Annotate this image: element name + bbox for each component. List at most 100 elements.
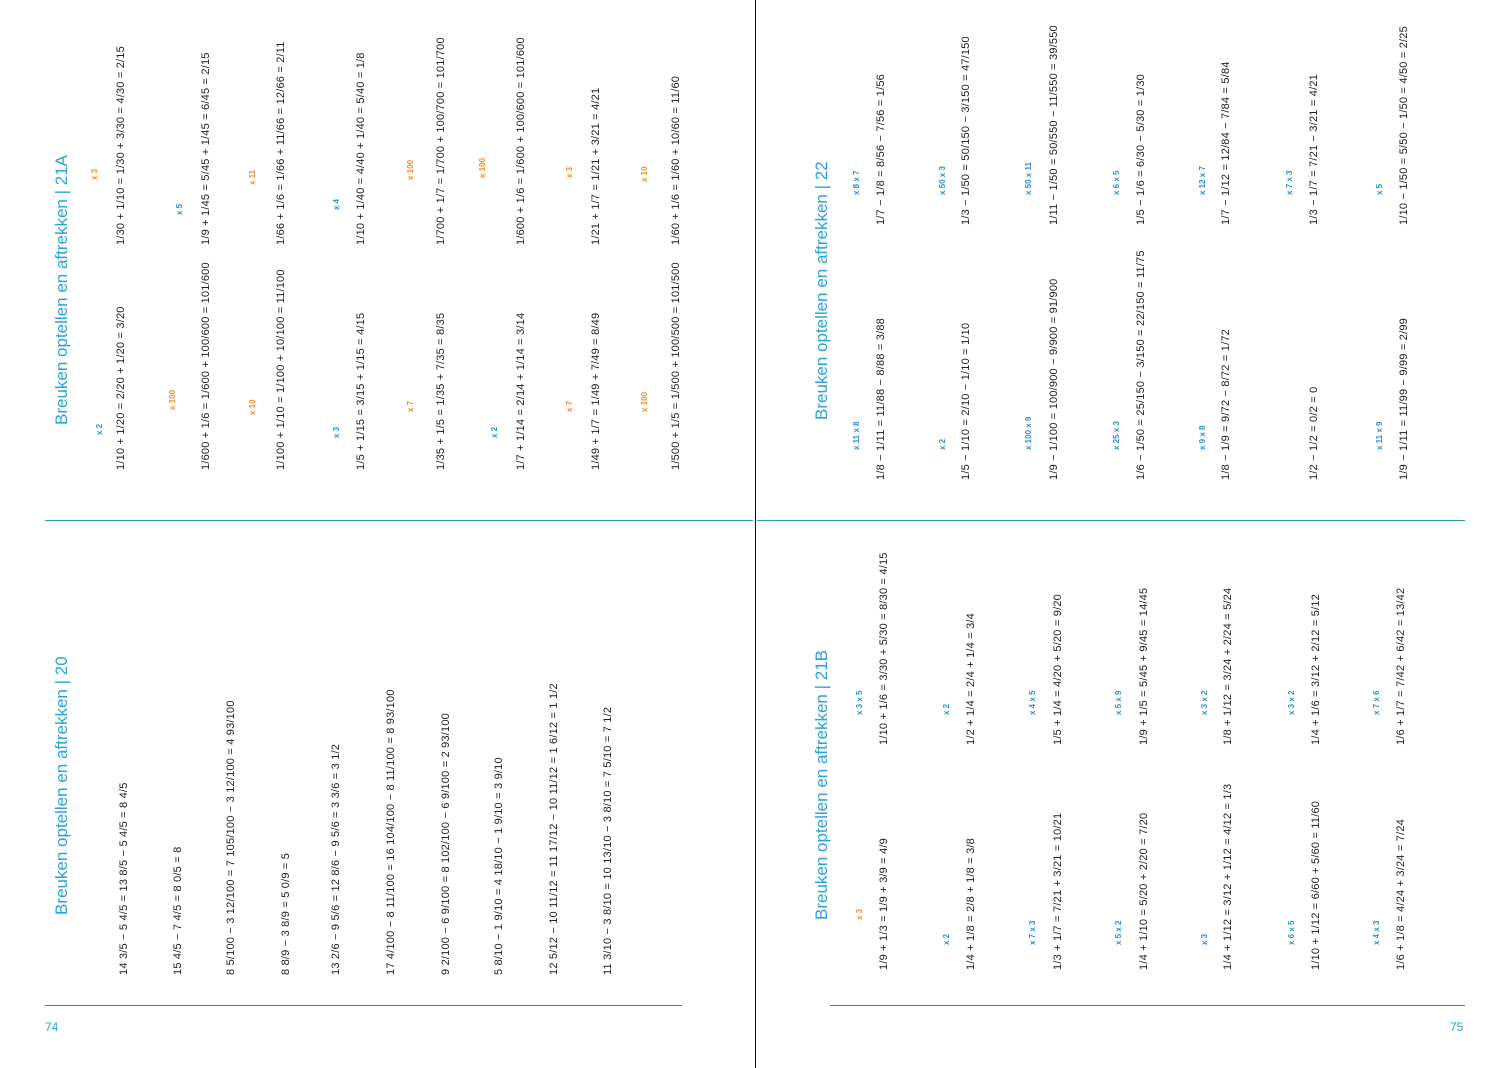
exercise-21B-top-1: 1/10 + 1/6 = 3/30 + 5/30 = 8/30 = 4/15 <box>878 552 890 745</box>
exercise-22-top-6: 1/3 − 1/7 = 7/21 − 3/21 = 4/21 <box>1308 74 1320 225</box>
multiplier-21B-top-4: x 5 x 9 <box>1114 690 1123 715</box>
multiplier-21B-top-1: x 3 x 5 <box>855 690 864 715</box>
exercise-21A-top-4: 1/10 + 1/40 = 4/40 + 1/40 = 5/40 = 1/8 <box>355 52 367 245</box>
page-gutter <box>755 0 756 1068</box>
quadrant-divider-left <box>45 520 753 521</box>
exercise-21B-bottom-5: 1/4 + 1/12 = 3/12 + 1/12 = 4/12 = 1/3 <box>1222 783 1234 970</box>
exercise-22-top-2: 1/3 − 1/50 = 50/150 − 3/150 = 47/150 <box>960 36 972 225</box>
multiplier-21B-top-7: x 7 x 6 <box>1372 690 1381 715</box>
exercise-21A-top-7: 1/21 + 1/7 = 1/21 + 3/21 = 4/21 <box>590 87 602 245</box>
multiplier-21B-top-2: x 2 <box>942 703 951 715</box>
multiplier-21A-bottom-3: x 10 <box>248 399 257 415</box>
exercise-22-top-3: 1/11 − 1/50 = 50/550 − 11/550 = 39/550 <box>1048 25 1060 225</box>
multiplier-22-bottom-3: x 100 x 9 <box>1024 416 1033 450</box>
exercise-21B-bottom-7: 1/6 + 1/8 = 4/24 + 3/24 = 7/24 <box>1395 819 1407 970</box>
exercise-21A-bottom-5: 1/35 + 1/5 = 1/35 + 7/35 = 8/35 <box>435 312 447 470</box>
exercise-21A-bottom-1: 1/10 + 1/20 = 2/20 + 1/20 = 3/20 <box>115 306 127 470</box>
exercise-22-bottom-7: 1/9 − 1/11 = 11/99 − 9/99 = 2/99 <box>1398 318 1410 480</box>
multiplier-21B-top-3: x 4 x 5 <box>1028 690 1037 715</box>
page-number-left: 74 <box>45 1020 59 1034</box>
exercise-20-1: 14 3/5 − 5 4/5 = 13 8/5 − 5 4/5 = 8 4/5 <box>118 782 130 975</box>
exercise-21B-bottom-4: 1/4 + 1/10 = 5/20 + 2/20 = 7/20 <box>1138 812 1150 970</box>
exercise-20-8: 5 8/10 − 1 9/10 = 4 18/10 − 1 9/10 = 3 9… <box>493 757 505 975</box>
exercise-21B-bottom-2: 1/4 + 1/8 = 2/8 + 1/8 = 3/8 <box>965 837 977 970</box>
multiplier-22-top-2: x 50 x 3 <box>938 166 947 195</box>
exercise-20-7: 9 2/100 − 6 9/100 = 8 102/100 − 6 9/100 … <box>440 712 452 975</box>
multiplier-21A-top-1: x 3 <box>90 168 99 180</box>
multiplier-21A-bottom-5: x 7 <box>406 400 415 412</box>
multiplier-21A-top-3: x 11 <box>248 169 257 185</box>
exercise-21B-top-4: 1/9 + 1/5 = 5/45 + 9/45 = 14/45 <box>1138 587 1150 745</box>
multiplier-21B-bottom-2: x 2 <box>942 933 951 945</box>
exercise-21A-bottom-7: 1/49 + 1/7 = 1/49 + 7/49 = 8/49 <box>590 312 602 470</box>
multiplier-22-top-3: x 50 x 11 <box>1024 162 1033 195</box>
multiplier-21B-bottom-7: x 4 x 3 <box>1372 920 1381 945</box>
exercise-22-bottom-1: 1/8 − 1/11 = 11/88 − 8/88 = 3/88 <box>875 318 887 480</box>
multiplier-21A-bottom-6: x 2 <box>490 426 499 438</box>
exercise-21A-bottom-8: 1/500 + 1/5 = 1/500 + 100/500 = 101/500 <box>670 262 682 470</box>
exercise-21B-top-3: 1/5 + 1/4 = 4/20 + 5/20 = 9/20 <box>1052 594 1064 745</box>
multiplier-22-top-1: x 8 x 7 <box>852 170 861 195</box>
multiplier-21B-bottom-1: x 3 <box>855 908 864 920</box>
section-title-22: Breuken optellen en aftrekken | 22 <box>812 161 831 420</box>
exercise-21B-top-5: 1/8 + 1/12 = 3/24 + 2/24 = 5/24 <box>1222 587 1234 745</box>
exercise-22-bottom-3: 1/9 − 1/100 = 100/900 − 9/900 = 91/900 <box>1048 278 1060 481</box>
multiplier-22-bottom-2: x 2 <box>938 438 947 450</box>
exercise-21B-bottom-3: 1/3 + 1/7 = 7/21 + 3/21 = 10/21 <box>1052 812 1064 970</box>
quadrant-divider-right <box>757 520 1465 521</box>
exercise-21B-bottom-1: 1/9 + 1/3 = 1/9 + 3/9 = 4/9 <box>878 837 890 970</box>
exercise-21B-top-7: 1/6 + 1/7 = 7/42 + 6/42 = 13/42 <box>1395 587 1407 745</box>
exercise-22-bottom-6: 1/2 − 1/2 = 0/2 = 0 <box>1308 386 1320 480</box>
multiplier-22-top-5: x 12 x 7 <box>1198 166 1207 195</box>
multiplier-21B-bottom-3: x 7 x 3 <box>1028 920 1037 945</box>
multiplier-22-bottom-7: x 11 x 9 <box>1375 421 1384 450</box>
exercise-20-5: 13 2/6 − 9 5/6 = 12 8/6 − 9 5/6 = 3 3/6 … <box>330 743 342 975</box>
exercise-22-bottom-4: 1/6 − 1/50 = 25/150 − 3/150 = 22/150 = 1… <box>1135 250 1147 480</box>
multiplier-22-bottom-1: x 11 x 8 <box>852 421 861 450</box>
section-title-21B: Breuken optellen en aftrekken | 21B <box>812 650 831 920</box>
footer-rule-right <box>830 1005 1465 1006</box>
page-number-right: 75 <box>1450 1020 1464 1034</box>
exercise-21A-top-5: 1/700 + 1/7 = 1/700 + 100/700 = 101/700 <box>435 37 447 245</box>
exercise-22-top-7: 1/10 − 1/50 = 5/50 − 1/50 = 4/50 = 2/25 <box>1398 26 1410 225</box>
multiplier-22-bottom-5: x 9 x 8 <box>1198 425 1207 450</box>
exercise-22-top-4: 1/5 − 1/6 = 6/30 − 5/30 = 1/30 <box>1135 74 1147 225</box>
footer-rule-left <box>45 1005 682 1006</box>
multiplier-21B-top-6: x 3 x 2 <box>1287 690 1296 715</box>
exercise-21A-bottom-4: 1/5 + 1/15 = 3/15 + 1/15 = 4/15 <box>355 312 367 470</box>
exercise-21A-top-3: 1/66 + 1/6 = 1/66 + 11/66 = 12/66 = 2/11 <box>275 41 287 245</box>
multiplier-21A-top-8: x 10 <box>640 166 649 182</box>
multiplier-21A-top-7: x 3 <box>565 166 574 178</box>
multiplier-22-top-4: x 6 x 5 <box>1112 170 1121 195</box>
multiplier-21A-bottom-1: x 2 <box>95 423 104 435</box>
multiplier-21A-bottom-7: x 7 <box>565 400 574 412</box>
exercise-20-9: 12 5/12 − 10 11/12 = 11 17/12 − 10 11/12… <box>548 683 560 975</box>
multiplier-21A-top-6: x 100 <box>478 157 487 178</box>
multiplier-21A-bottom-2: x 100 <box>168 389 177 410</box>
exercise-20-3: 8 5/100 − 3 12/100 = 7 105/100 − 3 12/10… <box>225 700 237 975</box>
multiplier-22-top-7: x 5 <box>1375 183 1384 195</box>
multiplier-21B-bottom-6: x 6 x 5 <box>1287 920 1296 945</box>
exercise-22-top-5: 1/7 − 1/12 = 12/84 − 7/84 = 5/84 <box>1220 61 1232 225</box>
exercise-20-10: 11 3/10 − 3 8/10 = 10 13/10 − 3 8/10 = 7… <box>602 706 614 975</box>
multiplier-21A-top-4: x 4 <box>332 198 341 210</box>
multiplier-21B-top-5: x 3 x 2 <box>1200 690 1209 715</box>
exercise-21A-top-8: 1/60 + 1/6 = 1/60 + 10/60 = 11/60 <box>670 75 682 245</box>
exercise-21B-top-6: 1/4 + 1/6 = 3/12 + 2/12 = 5/12 <box>1310 594 1322 745</box>
exercise-20-2: 15 4/5 − 7 4/5 = 8 0/5 = 8 <box>172 846 184 975</box>
exercise-21A-bottom-2: 1/600 + 1/6 = 1/600 + 100/600 = 101/600 <box>200 262 212 470</box>
exercise-20-6: 17 4/100 − 8 11/100 = 16 104/100 − 8 11/… <box>385 689 397 975</box>
exercise-21B-top-2: 1/2 + 1/4 = 2/4 + 1/4 = 3/4 <box>965 612 977 745</box>
exercise-22-bottom-5: 1/8 − 1/9 = 9/72 − 8/72 = 1/72 <box>1220 329 1232 480</box>
section-title-20: Breuken optellen en aftrekken | 20 <box>52 656 71 915</box>
exercise-21B-bottom-6: 1/10 + 1/12 = 6/60 + 5/60 = 11/60 <box>1310 800 1322 970</box>
exercise-22-bottom-2: 1/5 − 1/10 = 2/10 − 1/10 = 1/10 <box>960 322 972 480</box>
multiplier-21B-bottom-4: x 5 x 2 <box>1114 920 1123 945</box>
multiplier-21A-bottom-8: x 100 <box>640 391 649 412</box>
multiplier-21B-bottom-5: x 3 <box>1200 933 1209 945</box>
exercise-20-4: 8 8/9 − 3 8/9 = 5 0/9 = 5 <box>280 852 292 975</box>
exercise-21A-bottom-6: 1/7 + 1/14 = 2/14 + 1/14 = 3/14 <box>515 312 527 470</box>
exercise-21A-top-2: 1/9 + 1/45 = 5/45 + 1/45 = 6/45 = 2/15 <box>200 52 212 245</box>
multiplier-22-top-6: x 7 x 3 <box>1285 170 1294 195</box>
exercise-21A-top-1: 1/30 + 1/10 = 1/30 + 3/30 = 4/30 = 2/15 <box>115 46 127 245</box>
